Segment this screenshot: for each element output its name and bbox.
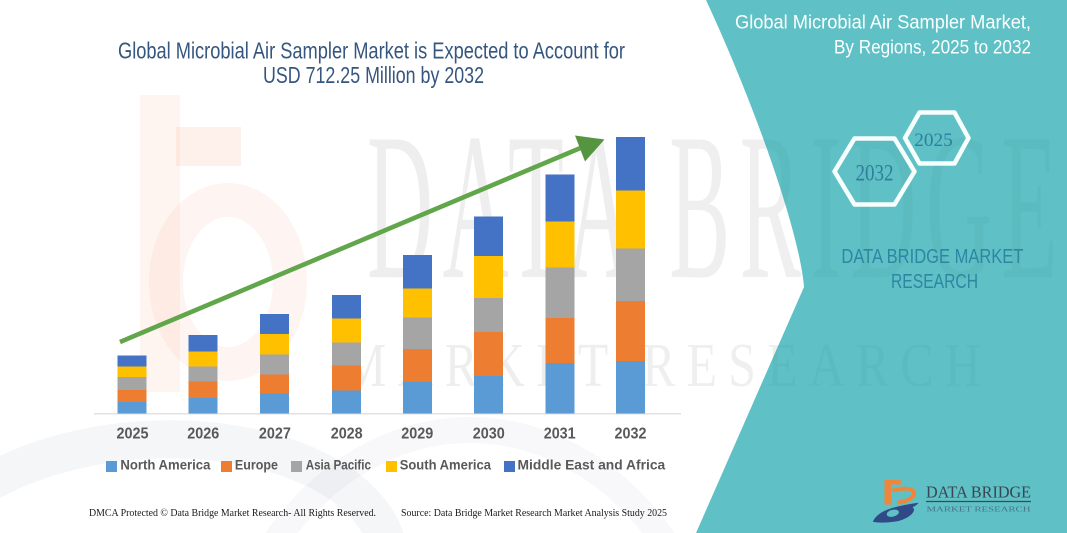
svg-text:Global Microbial Air Sampler M: Global Microbial Air Sampler Market, bbox=[735, 12, 1031, 34]
svg-text:DMCA Protected © Data Bridge M: DMCA Protected © Data Bridge Market Rese… bbox=[89, 507, 376, 519]
svg-text:2026: 2026 bbox=[187, 425, 219, 442]
svg-text:South America: South America bbox=[400, 458, 492, 473]
svg-text:USD 712.25 Million by 2032: USD 712.25 Million by 2032 bbox=[263, 62, 484, 88]
svg-text:2032: 2032 bbox=[856, 161, 894, 186]
svg-text:2030: 2030 bbox=[473, 425, 505, 442]
svg-text:North America: North America bbox=[120, 458, 210, 473]
svg-text:DATA BRIDGE MARKET: DATA BRIDGE MARKET bbox=[841, 246, 1023, 268]
svg-text:By Regions, 2025 to 2032: By Regions, 2025 to 2032 bbox=[834, 37, 1031, 59]
svg-text:Europe: Europe bbox=[235, 458, 278, 473]
svg-text:2028: 2028 bbox=[331, 425, 363, 442]
svg-text:2027: 2027 bbox=[259, 425, 291, 442]
svg-text:2032: 2032 bbox=[615, 425, 647, 442]
svg-text:Middle East and Africa: Middle East and Africa bbox=[518, 458, 666, 473]
svg-text:Asia Pacific: Asia Pacific bbox=[306, 458, 372, 473]
svg-text:Global Microbial Air Sampler M: Global Microbial Air Sampler Market is E… bbox=[118, 38, 625, 64]
svg-text:RESEARCH: RESEARCH bbox=[891, 271, 978, 293]
svg-text:2025: 2025 bbox=[914, 130, 953, 151]
svg-text:Source: Data Bridge Market Res: Source: Data Bridge Market Research Mark… bbox=[401, 507, 667, 519]
svg-text:2029: 2029 bbox=[401, 425, 433, 442]
svg-text:2031: 2031 bbox=[544, 425, 576, 442]
svg-text:DATA BRIDGE: DATA BRIDGE bbox=[926, 482, 1031, 501]
svg-text:MARKET RESEARCH: MARKET RESEARCH bbox=[927, 505, 1032, 514]
svg-text:2025: 2025 bbox=[117, 425, 149, 442]
